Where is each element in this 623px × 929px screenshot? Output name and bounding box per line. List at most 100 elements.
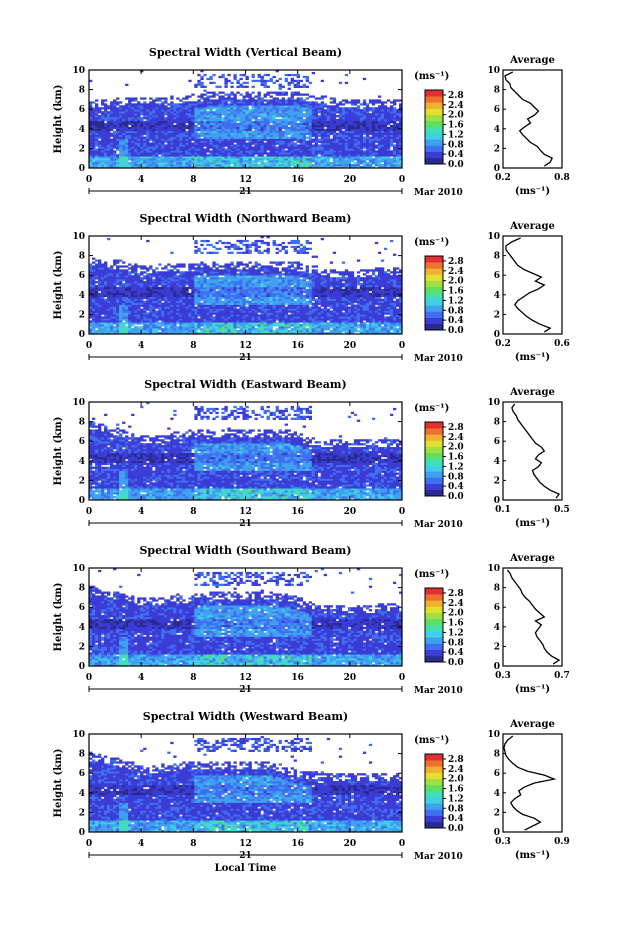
- heatmap-cell: [95, 122, 99, 126]
- heatmap-cell: [254, 150, 258, 153]
- heatmap-cell: [182, 109, 186, 112]
- heatmap-cell: [191, 294, 195, 298]
- heatmap-cell: [395, 113, 400, 116]
- heatmap-cell: [227, 164, 231, 167]
- heatmap-cell: [389, 119, 394, 122]
- heatmap-cell: [113, 296, 117, 300]
- heatmap-cell: [110, 115, 114, 118]
- heatmap-cell: [308, 144, 313, 147]
- heatmap-cell: [152, 158, 156, 161]
- heatmap-cell: [140, 314, 144, 317]
- heatmap-cell: [95, 265, 99, 268]
- heatmap-cell: [167, 332, 171, 335]
- heatmap-cell: [254, 117, 258, 120]
- heatmap-cell: [329, 140, 334, 143]
- heatmap-cell: [362, 166, 367, 169]
- heatmap-cell: [89, 101, 93, 104]
- heatmap-cell: [116, 296, 120, 300]
- heatmap-cell: [110, 119, 114, 122]
- heatmap-cell: [308, 128, 313, 132]
- heatmap-cell: [317, 103, 322, 106]
- heatmap-cell: [140, 150, 144, 153]
- heatmap-cell: [269, 126, 273, 130]
- heatmap-cell: [326, 148, 331, 151]
- heatmap-cell: [179, 328, 183, 331]
- heatmap-cell: [188, 152, 192, 155]
- heatmap-cell: [317, 152, 322, 155]
- heatmap-cell: [266, 144, 270, 147]
- heatmap-cell: [233, 164, 237, 167]
- x-tick-label: 0: [399, 175, 405, 185]
- heatmap-cell: [317, 166, 322, 169]
- heatmap-cell: [392, 115, 397, 118]
- heatmap-cell: [251, 156, 255, 159]
- heatmap-cell: [353, 148, 358, 151]
- heatmap-cell: [176, 162, 180, 165]
- heatmap-cell: [170, 265, 174, 268]
- heatmap-cell: [113, 160, 117, 163]
- heatmap-cell: [113, 259, 117, 262]
- heatmap-cell: [149, 285, 153, 288]
- heatmap-cell: [200, 158, 204, 161]
- heatmap-cell: [194, 312, 198, 315]
- heatmap-cell: [344, 130, 349, 134]
- heatmap-cell: [158, 304, 162, 307]
- heatmap-cell: [95, 273, 99, 276]
- heatmap-cell: [284, 136, 288, 139]
- heatmap-cell: [182, 265, 186, 268]
- heatmap-cell: [395, 115, 400, 118]
- heatmap-cell: [215, 113, 219, 116]
- heatmap-cell: [140, 136, 144, 139]
- heatmap-cell: [173, 328, 177, 331]
- heatmap-cell: [116, 166, 120, 169]
- heatmap-cell: [338, 119, 343, 122]
- heatmap-cell: [155, 132, 159, 135]
- heatmap-cell: [362, 99, 367, 102]
- heatmap-cell: [167, 285, 171, 288]
- heatmap-cell: [275, 142, 279, 145]
- heatmap-cell: [335, 124, 340, 128]
- heatmap-cell: [92, 326, 96, 329]
- heatmap-cell: [179, 300, 183, 303]
- heatmap-cell: [200, 70, 204, 73]
- heatmap-cell: [137, 124, 141, 128]
- heatmap-cell: [368, 113, 373, 116]
- heatmap-cell: [179, 290, 183, 294]
- heatmap-cell: [185, 158, 189, 161]
- heatmap-cell: [143, 113, 147, 116]
- heatmap-cell: [140, 107, 144, 110]
- heatmap-cell: [233, 115, 237, 118]
- heatmap-cell: [359, 103, 364, 106]
- heatmap-cell: [221, 144, 225, 147]
- heatmap-cell: [158, 279, 162, 282]
- heatmap-cell: [365, 140, 370, 143]
- heatmap-cell: [257, 126, 261, 130]
- heatmap-cell: [266, 109, 270, 112]
- heatmap-cell: [116, 119, 120, 122]
- heatmap-cell: [89, 140, 93, 143]
- heatmap-cell: [230, 117, 234, 120]
- heatmap-cell: [398, 113, 403, 116]
- heatmap-cell: [194, 251, 198, 254]
- heatmap-cell: [275, 126, 279, 130]
- heatmap-cell: [236, 111, 240, 114]
- heatmap-cell: [242, 150, 246, 153]
- heatmap-cell: [353, 107, 358, 110]
- heatmap-cell: [98, 109, 102, 112]
- heatmap-cell: [380, 142, 385, 145]
- heatmap-cell: [293, 115, 297, 118]
- heatmap-cell: [236, 132, 240, 135]
- heatmap-cell: [161, 328, 165, 331]
- heatmap-cell: [293, 146, 297, 149]
- heatmap-cell: [284, 103, 288, 106]
- heatmap-cell: [182, 130, 186, 134]
- heatmap-cell: [251, 146, 255, 149]
- heatmap-cell: [110, 281, 114, 284]
- heatmap-cell: [230, 156, 234, 159]
- heatmap-cell: [284, 79, 288, 83]
- heatmap-cell: [182, 316, 186, 319]
- heatmap-cell: [173, 296, 177, 300]
- heatmap-cell: [167, 164, 171, 167]
- heatmap-cell: [350, 124, 355, 128]
- heatmap-cell: [182, 103, 186, 106]
